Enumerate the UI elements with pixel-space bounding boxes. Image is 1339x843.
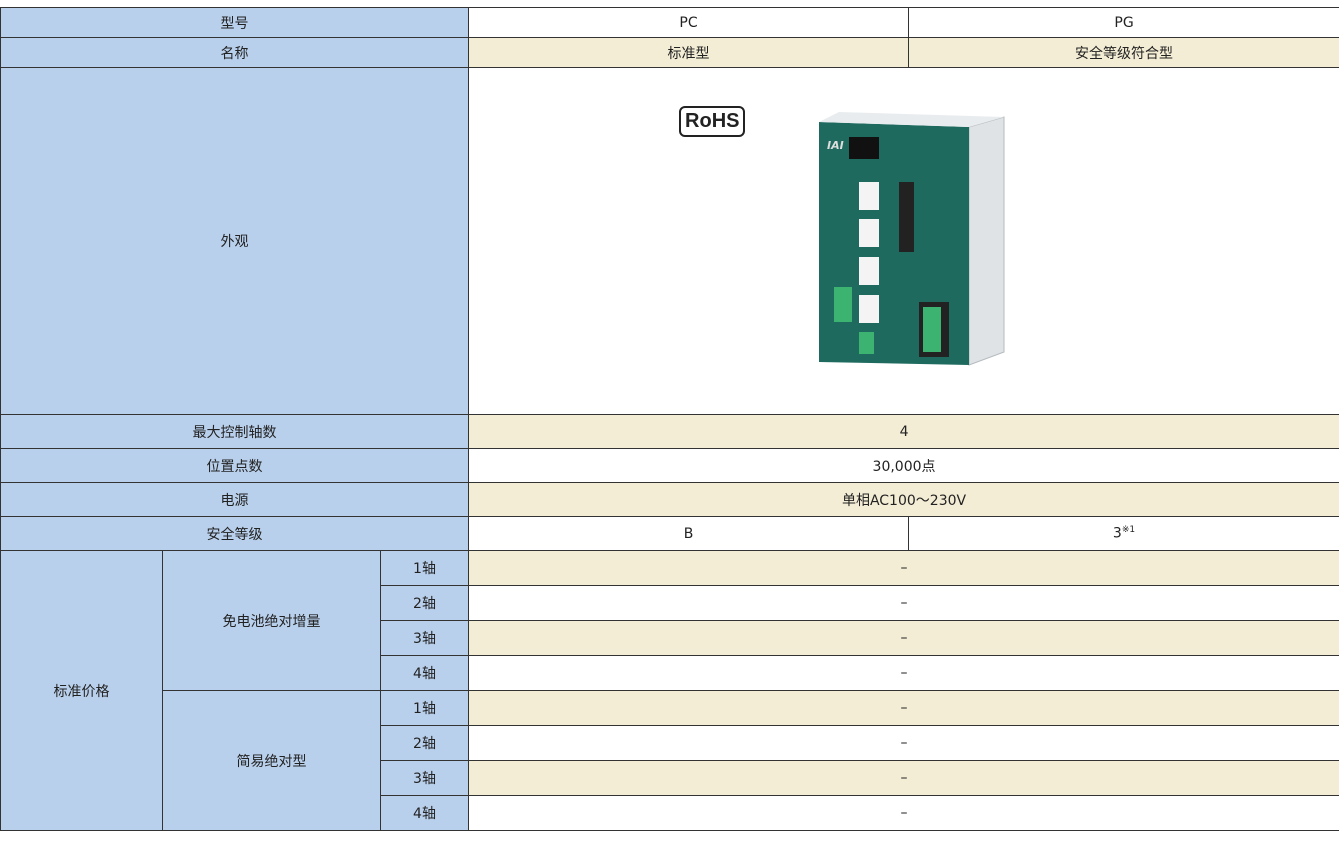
price-cell: – (469, 796, 1339, 831)
spec-table: 型号 PC PG 名称 标准型 安全等级符合型 外观 RoHS IAI 最大控制… (0, 7, 1339, 831)
cell: 安全等级符合型 (909, 38, 1339, 68)
price-cell: – (469, 586, 1339, 621)
cell: PC (469, 8, 909, 38)
cell: 3※1 (909, 517, 1339, 551)
group-label: 免电池绝对增量 (163, 551, 381, 691)
row: 电源 单相AC100～230V (1, 483, 1339, 517)
table-body: 型号 PC PG 名称 标准型 安全等级符合型 外观 RoHS IAI 最大控制… (1, 8, 1339, 831)
row: 型号 PC PG (1, 8, 1339, 38)
cell: B (469, 517, 909, 551)
axis-label: 1轴 (381, 691, 469, 726)
axis-label: 1轴 (381, 551, 469, 586)
product-image: IAI (809, 107, 1009, 372)
axis-label: 2轴 (381, 586, 469, 621)
price-cell: – (469, 726, 1339, 761)
image-area: RoHS IAI (469, 69, 1339, 414)
price-cell: – (469, 761, 1339, 796)
row-label: 标准价格 (1, 551, 163, 831)
row: 安全等级 B 3※1 (1, 517, 1339, 551)
row: 外观 RoHS IAI (1, 68, 1339, 415)
row-label: 外观 (1, 68, 469, 415)
price-cell: – (469, 656, 1339, 691)
row: 最大控制轴数 4 (1, 415, 1339, 449)
axis-label: 2轴 (381, 726, 469, 761)
row-label: 位置点数 (1, 449, 469, 483)
cell: PG (909, 8, 1339, 38)
row-label: 名称 (1, 38, 469, 68)
row-label: 型号 (1, 8, 469, 38)
row-label: 最大控制轴数 (1, 415, 469, 449)
image-cell: RoHS IAI (469, 68, 1339, 415)
price-cell: – (469, 691, 1339, 726)
cell: 标准型 (469, 38, 909, 68)
axis-label: 4轴 (381, 656, 469, 691)
cell: 单相AC100～230V (469, 483, 1339, 517)
group-label: 简易绝对型 (163, 691, 381, 831)
price-cell: – (469, 621, 1339, 656)
cell-text: 3 (1113, 526, 1122, 542)
price-cell: – (469, 551, 1339, 586)
axis-label: 4轴 (381, 796, 469, 831)
axis-label: 3轴 (381, 761, 469, 796)
row-label: 电源 (1, 483, 469, 517)
page: 型号 PC PG 名称 标准型 安全等级符合型 外观 RoHS IAI 最大控制… (0, 7, 1339, 843)
axis-label: 3轴 (381, 621, 469, 656)
rohs-badge: RoHS (679, 106, 745, 137)
row: 位置点数 30,000点 (1, 449, 1339, 483)
footnote-mark: ※1 (1122, 525, 1135, 535)
cell: 30,000点 (469, 449, 1339, 483)
cell: 4 (469, 415, 1339, 449)
svg-text:IAI: IAI (827, 139, 844, 152)
row-label: 安全等级 (1, 517, 469, 551)
row: 名称 标准型 安全等级符合型 (1, 38, 1339, 68)
